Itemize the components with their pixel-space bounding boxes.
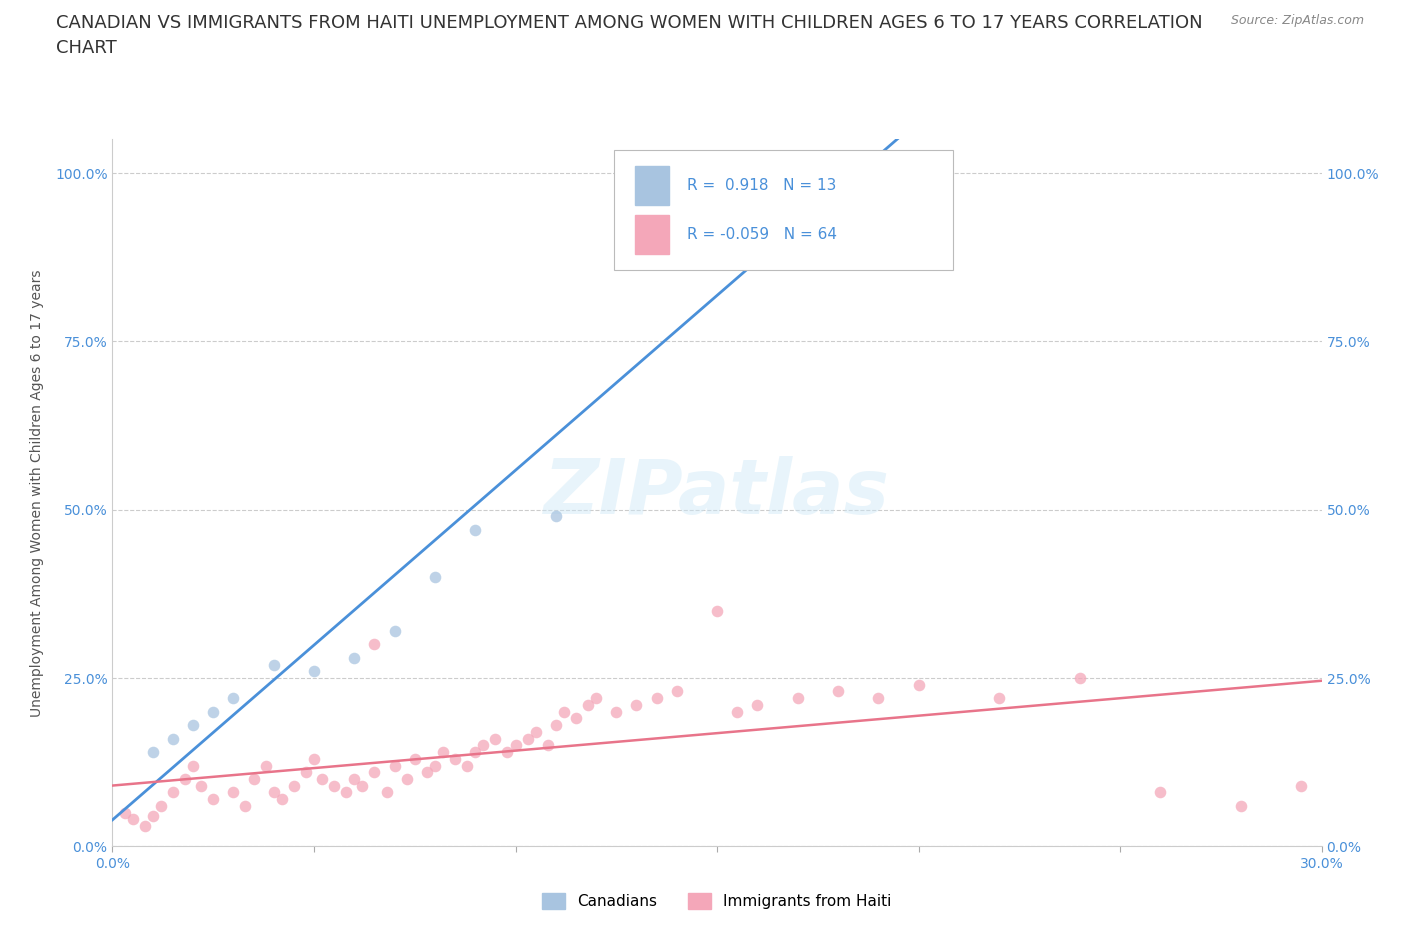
- Point: [686, 172, 709, 187]
- Point: [456, 758, 478, 773]
- Point: [645, 691, 668, 706]
- Point: [335, 785, 357, 800]
- Point: [988, 691, 1011, 706]
- Point: [222, 691, 245, 706]
- Point: [464, 745, 486, 760]
- Point: [553, 704, 575, 719]
- Point: [162, 785, 184, 800]
- Point: [827, 684, 849, 699]
- Point: [868, 691, 890, 706]
- Point: [416, 764, 439, 779]
- Point: [222, 785, 245, 800]
- Point: [384, 758, 406, 773]
- FancyBboxPatch shape: [614, 150, 953, 271]
- Point: [162, 731, 184, 746]
- Point: [343, 650, 366, 665]
- Point: [343, 772, 366, 787]
- Point: [516, 731, 538, 746]
- Point: [423, 758, 446, 773]
- Point: [114, 805, 136, 820]
- Point: [323, 778, 346, 793]
- Bar: [636, 166, 669, 205]
- Point: [363, 637, 385, 652]
- Point: [121, 812, 143, 827]
- Point: [142, 745, 165, 760]
- Point: [142, 808, 165, 823]
- Point: [363, 764, 385, 779]
- Point: [242, 772, 264, 787]
- Point: [174, 772, 197, 787]
- Point: [544, 718, 567, 733]
- Point: [384, 623, 406, 638]
- Text: CHART: CHART: [56, 39, 117, 57]
- Point: [505, 737, 527, 752]
- Text: R =  0.918   N = 13: R = 0.918 N = 13: [686, 178, 837, 193]
- Point: [747, 698, 769, 712]
- Bar: [636, 216, 669, 255]
- Point: [1149, 785, 1171, 800]
- Point: [181, 758, 204, 773]
- Point: [1291, 778, 1313, 793]
- Point: [585, 691, 607, 706]
- Point: [576, 698, 599, 712]
- Text: ZIPatlas: ZIPatlas: [544, 456, 890, 530]
- Point: [202, 704, 225, 719]
- Point: [295, 764, 318, 779]
- Point: [464, 523, 486, 538]
- Text: R = -0.059   N = 64: R = -0.059 N = 64: [686, 228, 837, 243]
- Point: [665, 684, 688, 699]
- Point: [496, 745, 519, 760]
- Point: [423, 569, 446, 584]
- Point: [537, 737, 560, 752]
- Point: [190, 778, 212, 793]
- Point: [352, 778, 374, 793]
- Point: [149, 799, 172, 814]
- Point: [263, 658, 285, 672]
- Point: [1230, 799, 1253, 814]
- Point: [263, 785, 285, 800]
- Point: [311, 772, 333, 787]
- Point: [544, 509, 567, 524]
- Point: [626, 698, 648, 712]
- Y-axis label: Unemployment Among Women with Children Ages 6 to 17 years: Unemployment Among Women with Children A…: [30, 269, 44, 717]
- Point: [404, 751, 426, 766]
- Point: [375, 785, 398, 800]
- Point: [302, 664, 325, 679]
- Text: CANADIAN VS IMMIGRANTS FROM HAITI UNEMPLOYMENT AMONG WOMEN WITH CHILDREN AGES 6 : CANADIAN VS IMMIGRANTS FROM HAITI UNEMPL…: [56, 14, 1204, 32]
- Point: [725, 704, 748, 719]
- Point: [484, 731, 506, 746]
- Point: [432, 745, 454, 760]
- Point: [302, 751, 325, 766]
- Point: [472, 737, 495, 752]
- Point: [202, 791, 225, 806]
- Point: [444, 751, 467, 766]
- Point: [706, 604, 728, 618]
- Point: [395, 772, 418, 787]
- Point: [283, 778, 305, 793]
- Point: [786, 691, 808, 706]
- Point: [254, 758, 277, 773]
- Legend: Canadians, Immigrants from Haiti: Canadians, Immigrants from Haiti: [543, 894, 891, 910]
- Point: [524, 724, 547, 739]
- Point: [565, 711, 588, 725]
- Point: [1069, 671, 1091, 685]
- Point: [181, 718, 204, 733]
- Point: [235, 799, 257, 814]
- Point: [270, 791, 292, 806]
- Text: Source: ZipAtlas.com: Source: ZipAtlas.com: [1230, 14, 1364, 27]
- Point: [134, 818, 156, 833]
- Point: [907, 677, 929, 692]
- Point: [605, 704, 627, 719]
